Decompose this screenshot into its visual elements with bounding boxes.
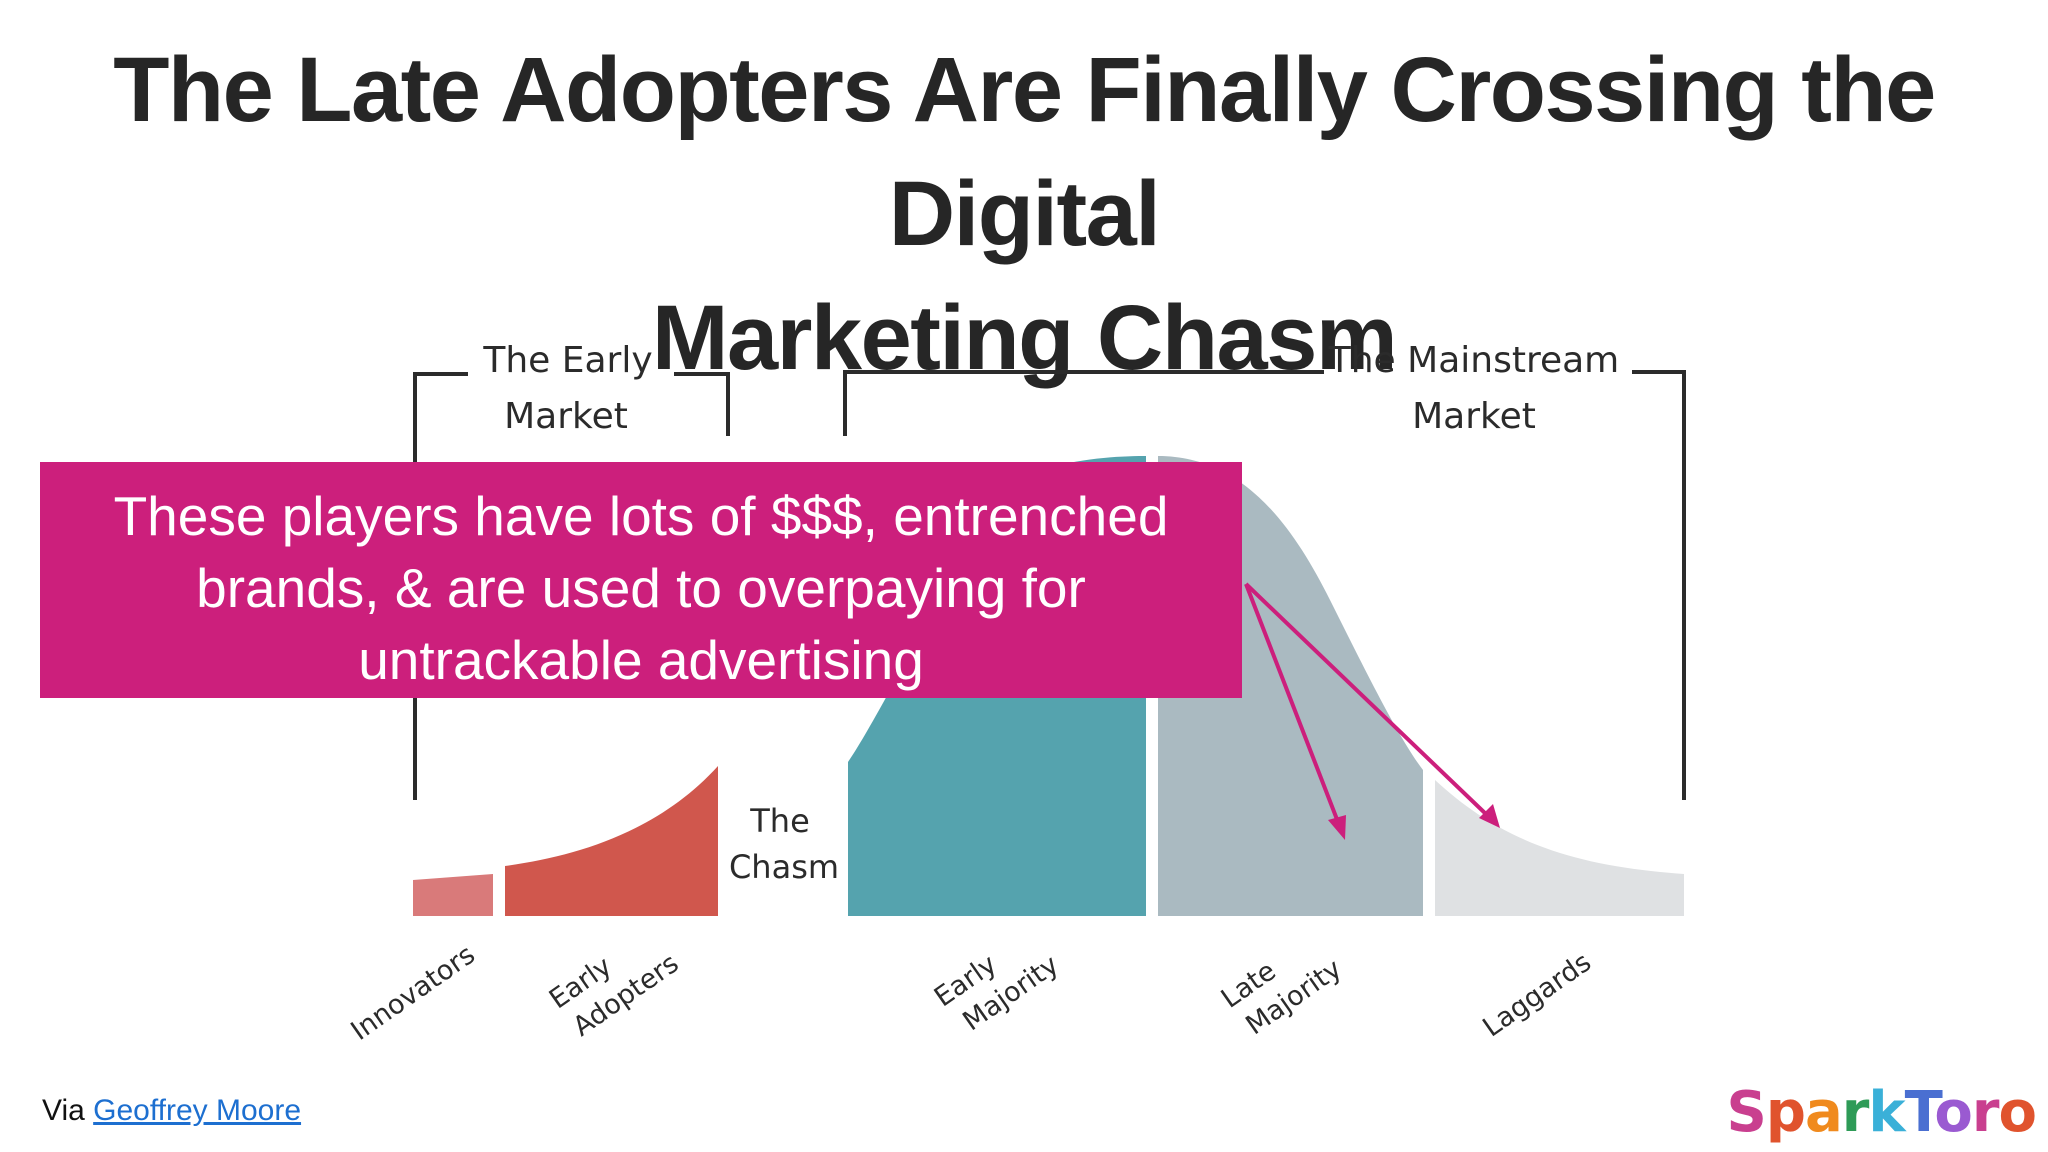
arrow-to-laggards: [1244, 582, 1490, 818]
logo-letter: o: [1934, 1080, 1972, 1145]
arrow-head-laggards: [1479, 804, 1500, 828]
arrow-to-late-majority: [1244, 583, 1340, 823]
sparktoro-logo: SparkToro: [1726, 1080, 2037, 1145]
mainstream-market-label-line-1: The Mainstream: [1328, 340, 1620, 381]
logo-letter: k: [1868, 1080, 1905, 1145]
page-title: The Late Adopters Are Finally Crossing t…: [0, 28, 2048, 400]
laggards-segment: [1435, 780, 1684, 916]
mainstream-market-bracket: [843, 370, 1686, 800]
callout-line-2: brands, & are used to overpaying for: [196, 557, 1086, 619]
geoffrey-moore-link[interactable]: Geoffrey Moore: [93, 1094, 302, 1127]
callout-box: These players have lots of $$$, entrench…: [40, 462, 1242, 698]
early-market-label-line-2: Market: [504, 396, 628, 437]
logo-letter: p: [1765, 1080, 1806, 1145]
logo-letter: o: [1998, 1080, 2037, 1145]
logo-letter: a: [1804, 1080, 1843, 1145]
early-market-label-line-1: The Early: [482, 340, 652, 381]
chasm-label-line-2: Chasm: [729, 848, 839, 886]
callout-line-3: untrackable advertising: [358, 629, 924, 691]
credit-line: Via Geoffrey Moore: [42, 1094, 301, 1128]
page-title-line-1: The Late Adopters Are Finally Crossing t…: [113, 39, 1936, 265]
logo-letter: r: [1971, 1080, 2000, 1145]
logo-letter: T: [1904, 1080, 1936, 1145]
logo-letter: r: [1841, 1080, 1870, 1145]
arrow-head-late-majority: [1328, 815, 1346, 840]
chasm-label-line-1: The: [749, 802, 810, 840]
laggards-label: Laggards: [1477, 947, 1597, 1044]
mainstream-market-label-line-2: Market: [1412, 396, 1536, 437]
callout-arrows: [1244, 582, 1500, 840]
innovators-label: Innovators: [345, 939, 480, 1047]
innovators-segment: [413, 874, 493, 916]
early-adopters-segment: [505, 766, 718, 916]
credit-prefix: Via: [42, 1094, 94, 1127]
callout-line-1: These players have lots of $$$, entrench…: [113, 485, 1169, 547]
logo-letter: S: [1726, 1080, 1767, 1145]
